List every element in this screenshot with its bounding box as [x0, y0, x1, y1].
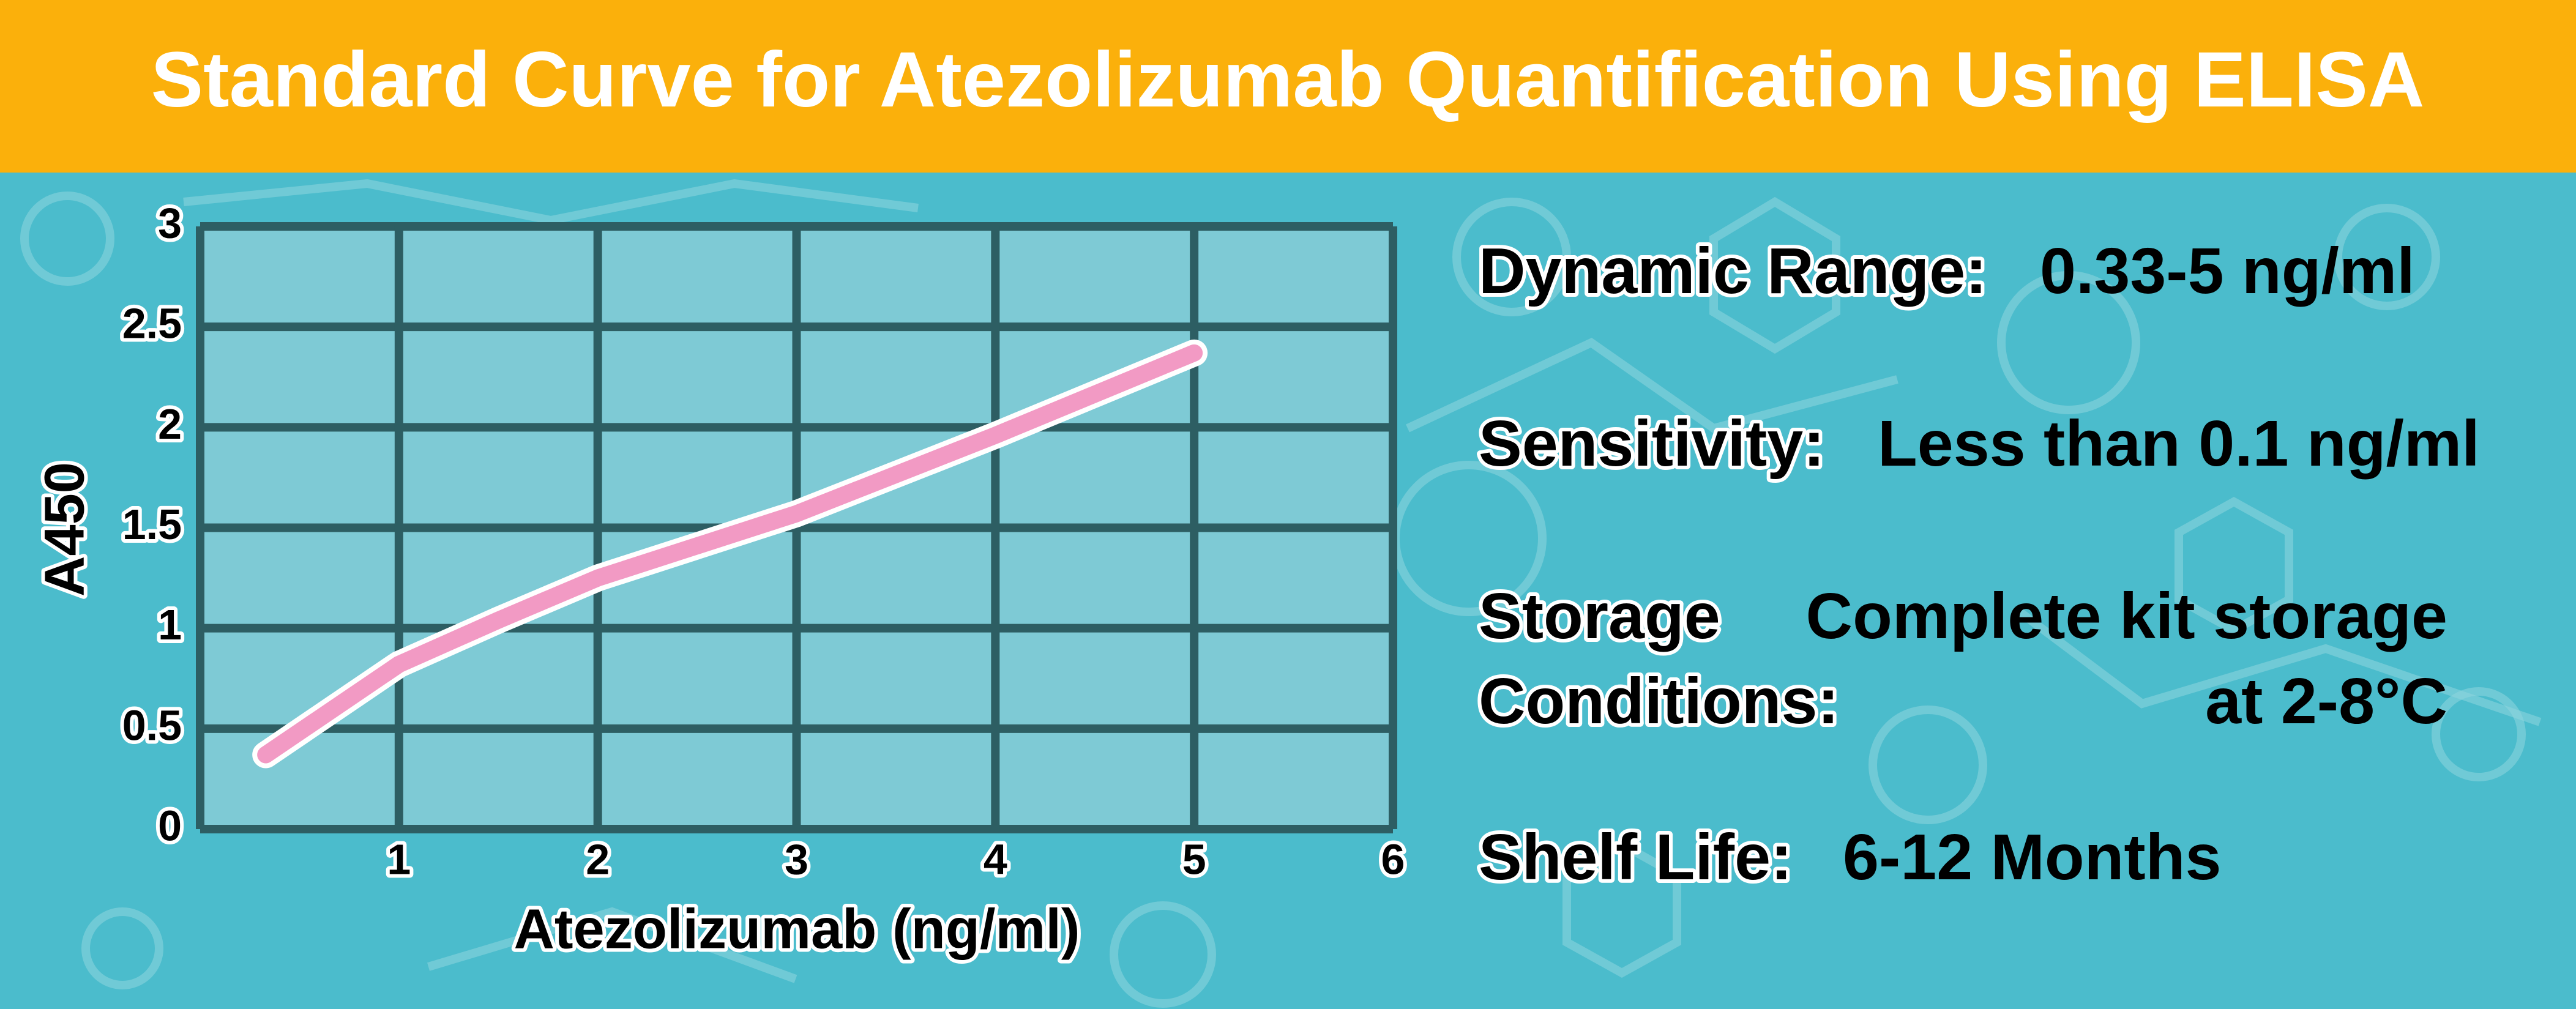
info-label: Storage: [1479, 580, 1720, 652]
y-tick-label: 2.5: [122, 300, 182, 348]
info-value: Less than 0.1 ng/ml: [1878, 408, 2480, 480]
x-tick-label: 2: [586, 835, 610, 883]
y-tick-label: 0: [158, 802, 182, 849]
x-tick-label: 5: [1182, 835, 1206, 883]
info-panel: Dynamic Range: 0.33-5 ng/ml Sensitivity: Le…: [1475, 231, 2480, 897]
info-value: Complete kit storage: [1806, 580, 2447, 652]
y-tick-label: 0.5: [122, 701, 182, 749]
info-value: 6-12 Months: [1843, 821, 2221, 893]
header: [0, 0, 2576, 173]
y-tick-label: 1: [158, 601, 182, 649]
title: Standard Curve for Atezolizumab Quantifi…: [151, 36, 2425, 124]
info-value: 0.33-5 ng/ml: [2040, 235, 2415, 307]
decoration: [20, 179, 2542, 1008]
curve: [257, 344, 1203, 764]
x-tick-label: 6: [1381, 835, 1405, 883]
y-tick-label: 1.5: [122, 501, 182, 548]
x-tick-label: 4: [984, 835, 1007, 883]
plot: 0 0.5 1 1.5 2 2.5 3 1 2 3 4 5 6: [119, 195, 1409, 887]
y-tick-label: 2: [158, 400, 182, 448]
x-axis-label: Atezolizumab (ng/ml): [513, 898, 1080, 960]
info-label: Sensitivity:: [1479, 408, 1825, 480]
info-value: at 2-8°C: [2205, 665, 2447, 737]
y-tick-label: 3: [158, 199, 182, 247]
x-tick-label: 1: [387, 835, 411, 883]
info-label: Dynamic Range:: [1479, 235, 1987, 307]
y-axis-label: A450: [33, 462, 95, 597]
info-label: Shelf Life:: [1479, 821, 1792, 893]
info-label: Conditions:: [1479, 665, 1839, 737]
x-tick-label: 3: [785, 835, 808, 883]
